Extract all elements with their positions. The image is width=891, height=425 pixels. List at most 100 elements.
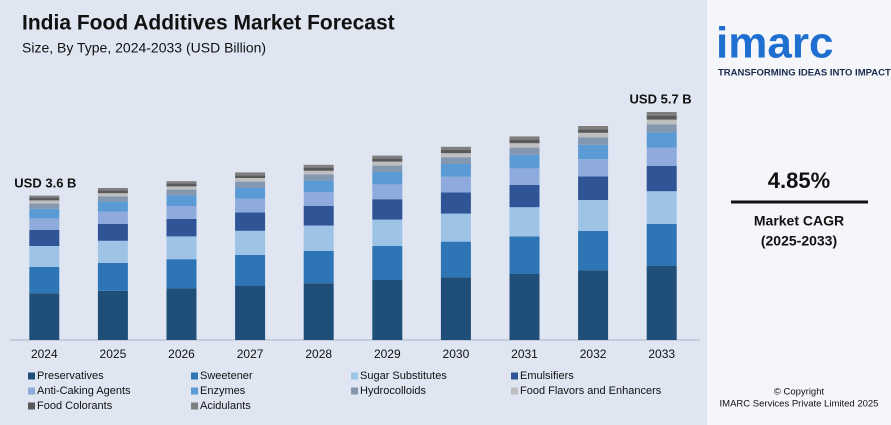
bar-segment xyxy=(97,188,128,191)
bar-segment xyxy=(166,189,197,196)
legend-label: Hydrocolloids xyxy=(360,385,427,397)
total-label: USD 3.6 B xyxy=(14,175,76,190)
legend-label: Food Colorants xyxy=(37,400,113,412)
bar-segment xyxy=(303,283,334,340)
cagr-value: 4.85% xyxy=(768,168,830,193)
bar-segment xyxy=(372,219,403,246)
bar-segment xyxy=(166,186,197,190)
bar-segment xyxy=(29,195,60,198)
legend-swatch xyxy=(191,372,198,380)
bar-segment xyxy=(235,178,266,182)
legend-swatch xyxy=(191,402,198,410)
bar-segment xyxy=(646,166,677,192)
bar-segment xyxy=(509,147,540,155)
bar-segment xyxy=(29,218,60,230)
legend-label: Sweetener xyxy=(200,370,253,382)
total-label: USD 5.7 B xyxy=(630,91,692,106)
bar-segment xyxy=(166,195,197,206)
cagr-period: (2025-2033) xyxy=(761,233,837,249)
chart-subtitle: Size, By Type, 2024-2033 (USD Billion) xyxy=(22,40,266,56)
bar-segment xyxy=(509,184,540,208)
bar-segment xyxy=(97,240,128,263)
bar-segment xyxy=(29,208,60,219)
x-tick-label: 2032 xyxy=(580,347,607,361)
bar-segment xyxy=(646,112,677,116)
bar-segment xyxy=(235,187,266,199)
legend-label: Acidulants xyxy=(200,400,251,412)
bar-segment xyxy=(166,206,197,219)
side-background xyxy=(707,0,891,425)
bar-segment xyxy=(372,184,403,200)
legend-swatch xyxy=(511,387,518,395)
legend-label: Preservatives xyxy=(37,370,104,382)
bar-segment xyxy=(97,224,128,241)
bar-segment xyxy=(166,218,197,237)
bar-segment xyxy=(509,154,540,169)
bar-segment xyxy=(440,241,471,278)
bar-segment xyxy=(235,254,266,286)
bar-segment xyxy=(646,124,677,133)
bar-segment xyxy=(166,236,197,260)
bar-segment xyxy=(235,285,266,340)
bar-segment xyxy=(303,206,334,226)
bar-segment xyxy=(509,139,540,144)
bar-segment xyxy=(303,167,334,171)
x-tick-label: 2024 xyxy=(31,347,58,361)
bar-segment xyxy=(646,147,677,166)
x-tick-label: 2033 xyxy=(648,347,675,361)
bar-segment xyxy=(372,246,403,280)
bar-segment xyxy=(372,155,403,159)
bar-segment xyxy=(509,136,540,140)
bar-segment xyxy=(646,132,677,148)
bar-segment xyxy=(303,170,334,175)
legend-swatch xyxy=(351,387,358,395)
bar-segment xyxy=(578,200,609,231)
bar-segment xyxy=(440,153,471,158)
bar-segment xyxy=(29,230,60,246)
bar-segment xyxy=(29,293,60,340)
bar-segment xyxy=(303,225,334,251)
bar-segment xyxy=(509,236,540,274)
legend-label: Emulsifiers xyxy=(520,370,574,382)
bar-segment xyxy=(646,224,677,266)
copyright: © Copyright xyxy=(774,387,825,398)
bar-segment xyxy=(440,176,471,193)
bar-segment xyxy=(372,280,403,340)
bar-segment xyxy=(372,161,403,166)
bar-segment xyxy=(372,199,403,220)
bar-segment xyxy=(97,190,128,194)
bar-segment xyxy=(303,164,334,168)
bar-segment xyxy=(646,115,677,120)
bar-segment xyxy=(578,176,609,200)
bar-segment xyxy=(646,191,677,224)
legend-label: Sugar Substitutes xyxy=(360,370,447,382)
x-tick-label: 2026 xyxy=(168,347,195,361)
x-tick-label: 2030 xyxy=(443,347,470,361)
legend-swatch xyxy=(511,372,518,380)
legend-swatch xyxy=(28,402,35,410)
legend-label: Anti-Caking Agents xyxy=(37,385,131,397)
bar-segment xyxy=(235,172,266,176)
bar-segment xyxy=(646,266,677,340)
bar-segment xyxy=(303,250,334,284)
bar-segment xyxy=(578,144,609,160)
bar-segment xyxy=(372,158,403,162)
cagr-label: Market CAGR xyxy=(754,213,844,229)
logo: imarc xyxy=(716,19,833,68)
x-tick-label: 2029 xyxy=(374,347,401,361)
bar-segment xyxy=(440,213,471,242)
legend-label: Enzymes xyxy=(200,385,246,397)
x-tick-label: 2027 xyxy=(237,347,264,361)
bar-segment xyxy=(372,172,403,185)
bar-segment xyxy=(29,203,60,209)
x-tick-label: 2028 xyxy=(305,347,332,361)
bar-segment xyxy=(166,288,197,340)
bar-segment xyxy=(440,192,471,214)
bar-segment xyxy=(509,207,540,237)
bar-segment xyxy=(578,159,609,177)
bar-segment xyxy=(440,164,471,177)
legend-label: Food Flavors and Enhancers xyxy=(520,385,662,397)
bar-segment xyxy=(29,198,60,201)
bar-segment xyxy=(97,290,128,340)
